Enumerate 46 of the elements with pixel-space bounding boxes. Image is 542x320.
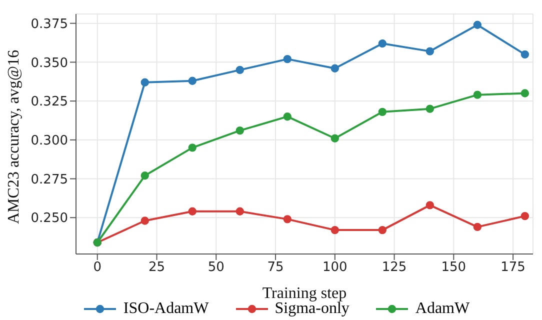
y-tick-label: 0.325 <box>30 94 68 110</box>
x-tick-label: 75 <box>267 260 284 276</box>
point <box>140 172 149 180</box>
point <box>426 47 434 56</box>
y-tick-label: 0.375 <box>30 16 68 32</box>
point <box>378 39 387 48</box>
point <box>283 112 292 121</box>
x-axis-title: Training step <box>262 285 347 302</box>
point <box>188 144 196 152</box>
x-tick-label: 0 <box>93 260 102 276</box>
x-tick-label: 125 <box>382 260 407 276</box>
point <box>473 20 482 29</box>
x-tick-label: 25 <box>148 260 166 276</box>
point <box>283 54 292 64</box>
point <box>426 104 434 113</box>
point <box>236 207 244 216</box>
y-axis-title: AMC23 accuracy, avg@16 <box>6 50 23 224</box>
y-tick-label: 0.275 <box>30 172 68 188</box>
point <box>140 78 149 86</box>
point <box>378 108 387 116</box>
point <box>140 216 149 225</box>
point <box>330 226 340 234</box>
point <box>330 64 340 73</box>
point <box>378 226 387 234</box>
x-tick-label: 100 <box>322 260 348 276</box>
y-tick-label: 0.350 <box>30 56 68 71</box>
legend-label: ISO-AdamW <box>123 300 209 318</box>
legend-label: AdamW <box>415 300 470 318</box>
point <box>426 201 434 210</box>
x-tick-label: 50 <box>208 260 224 276</box>
y-tick-label: 0.250 <box>30 211 68 226</box>
point <box>236 66 244 74</box>
point <box>283 215 292 224</box>
point <box>473 90 482 99</box>
point <box>473 222 482 232</box>
x-tick-label: 175 <box>500 260 526 276</box>
point <box>520 212 530 220</box>
point <box>330 134 340 142</box>
point <box>236 126 244 135</box>
x-tick-label: 150 <box>441 260 466 276</box>
point <box>188 207 196 216</box>
legend-label: Sigma-only <box>274 300 350 318</box>
point <box>188 76 196 85</box>
point <box>520 50 530 59</box>
point <box>520 89 530 98</box>
y-tick-label: 0.300 <box>30 134 68 149</box>
